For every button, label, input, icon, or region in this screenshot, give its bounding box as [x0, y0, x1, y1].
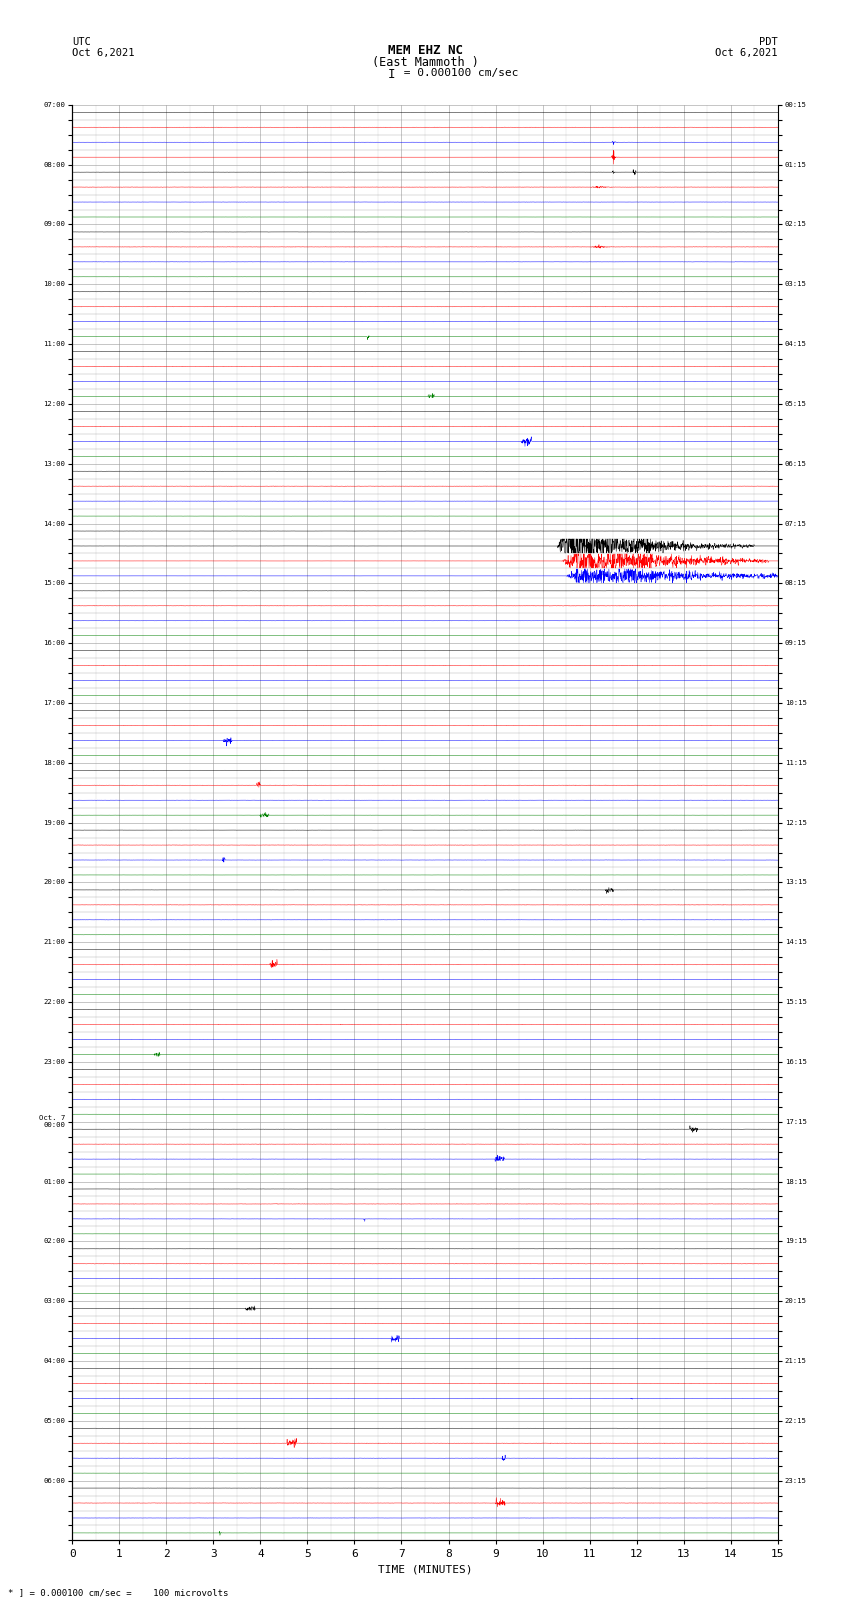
X-axis label: TIME (MINUTES): TIME (MINUTES) — [377, 1565, 473, 1574]
Text: PDT: PDT — [759, 37, 778, 47]
Text: Oct 6,2021: Oct 6,2021 — [72, 48, 135, 58]
Text: * ] = 0.000100 cm/sec =    100 microvolts: * ] = 0.000100 cm/sec = 100 microvolts — [8, 1587, 229, 1597]
Text: = 0.000100 cm/sec: = 0.000100 cm/sec — [397, 68, 518, 77]
Text: Oct 6,2021: Oct 6,2021 — [715, 48, 778, 58]
Text: UTC: UTC — [72, 37, 91, 47]
Text: MEM EHZ NC: MEM EHZ NC — [388, 44, 462, 56]
Text: I: I — [388, 68, 395, 81]
Text: (East Mammoth ): (East Mammoth ) — [371, 56, 479, 69]
